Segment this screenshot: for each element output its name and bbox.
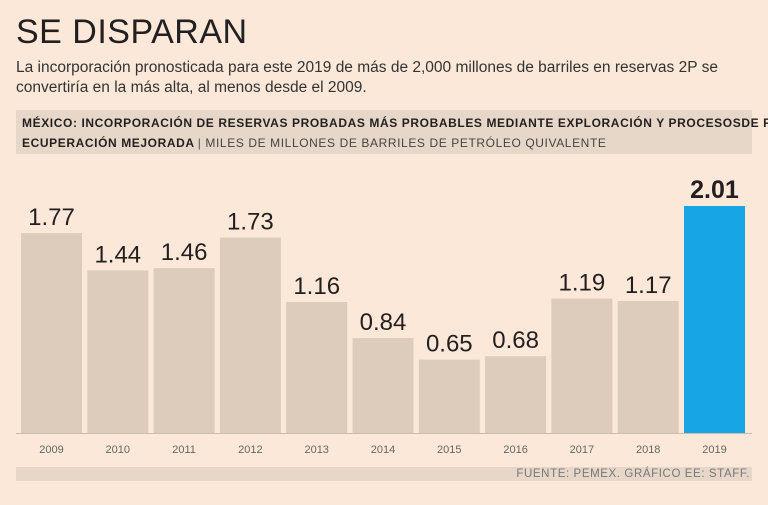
title-separator: | [197,136,202,150]
data-label-2015: 0.65 [426,331,473,358]
source-note: FUENTE: PEMEX. GRÁFICO EE: STAFF. [516,468,750,480]
bar-2010 [87,270,149,433]
bar-2014 [352,338,414,433]
x-tick-2019: 2019 [702,444,726,456]
data-label-2012: 1.73 [227,209,274,236]
x-tick-2013: 2013 [304,444,328,456]
bar-2009 [21,233,82,433]
x-tick-2009: 2009 [39,444,63,456]
bar-2015 [418,359,480,433]
x-tick-2014: 2014 [371,444,395,456]
bar-2018 [617,300,679,433]
x-tick-2018: 2018 [636,444,660,456]
headline: SE DISPARAN [16,13,248,51]
subtitle: La incorporación pronosticada para este … [16,59,718,96]
bar-2019 [684,206,745,433]
x-tick-2016: 2016 [503,444,527,456]
bar-2017 [551,298,613,433]
chart-units: MILES DE MILLONES DE BARRILES DE PETRÓLE… [205,136,607,150]
chart-title-line2-bold: ECUPERACIÓN MEJORADA [22,136,195,150]
data-label-2018: 1.17 [625,272,672,299]
bar-2011 [153,268,215,433]
data-label-2009: 1.77 [28,204,75,231]
bar-2012 [219,237,281,433]
chart-header: MÉXICO: INCORPORACIÓN DE RESERVAS PROBAD… [16,110,768,154]
data-label-2019: 2.01 [690,176,739,204]
chart-title-line1: MÉXICO: INCORPORACIÓN DE RESERVAS PROBAD… [22,116,768,130]
data-label-2016: 0.68 [492,327,539,354]
x-tick-2011: 2011 [172,444,196,456]
x-tick-2010: 2010 [106,444,130,456]
bars-layer: 1.77 2009 1.44 2010 1.46 2011 1.73 2012 1.16 2013… [16,176,752,456]
bar-2016 [485,356,547,433]
bar-2013 [286,302,348,433]
data-label-2011: 1.46 [161,239,208,266]
data-label-2017: 1.19 [559,270,606,297]
data-label-2013: 1.16 [293,273,340,300]
x-tick-2017: 2017 [570,444,594,456]
footer-bar [16,467,752,481]
chart-title-line2: ECUPERACIÓN MEJORADA | MILES DE MILLONES D… [22,136,607,150]
data-label-2010: 1.44 [94,241,141,268]
x-tick-2015: 2015 [437,444,461,456]
bar-chart: 1.77 2009 1.44 2010 1.46 2011 1.73 2012 1.16 2013… [16,176,752,456]
x-tick-2012: 2012 [238,444,262,456]
data-label-2014: 0.84 [360,309,407,336]
